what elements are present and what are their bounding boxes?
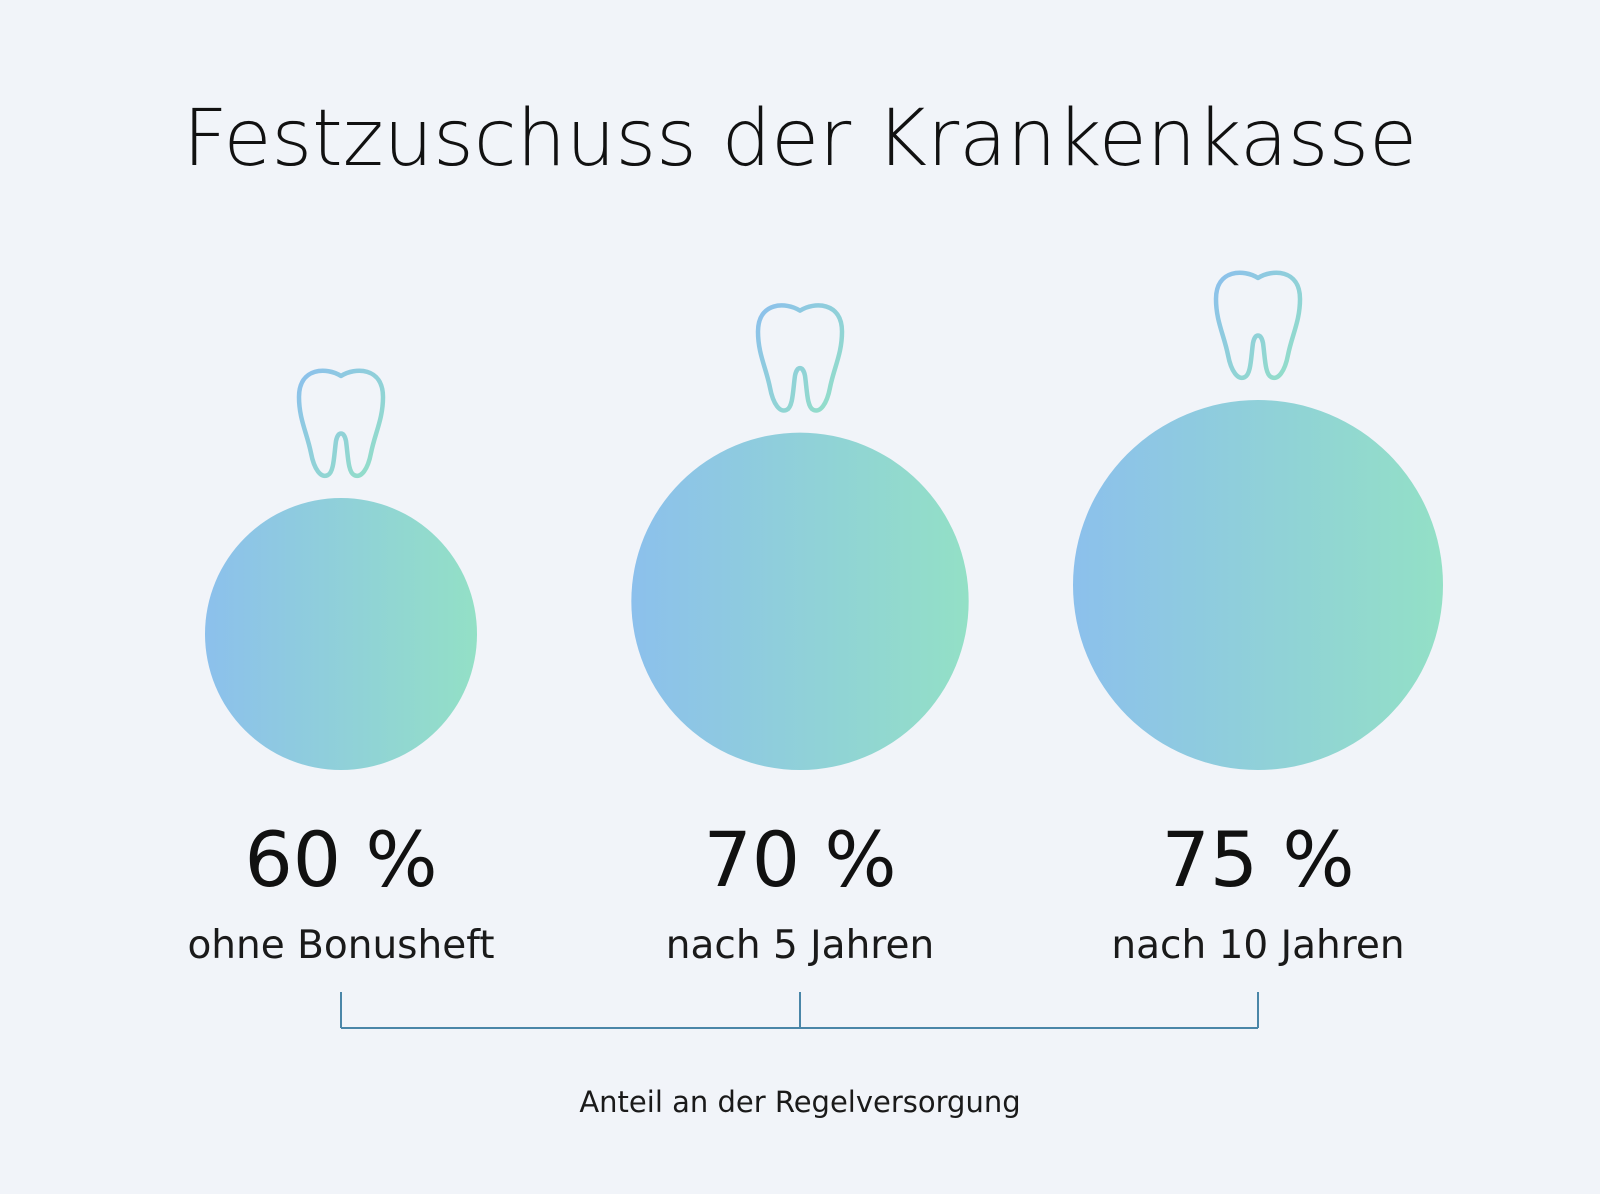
value-label-1: 60 %: [244, 815, 437, 904]
tooth-icon: [755, 303, 845, 413]
bubble-3: [1073, 400, 1443, 770]
category-label-2: nach 5 Jahren: [666, 923, 934, 968]
bubble-1: [205, 498, 477, 770]
category-label-3: nach 10 Jahren: [1111, 923, 1404, 968]
value-label-2: 70 %: [703, 815, 896, 904]
bubble-2: [631, 432, 969, 770]
bracket-label: Anteil an der Regelversorgung: [579, 1085, 1020, 1119]
tooth-icon: [296, 368, 386, 479]
chart-title: Festzuschuss der Krankenkasse: [183, 94, 1417, 184]
bracket: [340, 992, 1259, 1029]
tooth-icon: [1213, 270, 1303, 381]
chart-marks: 60 % ohne Bonusheft 70 % nach 5 Jahren 75 % n…: [187, 270, 1443, 968]
category-label-1: ohne Bonusheft: [187, 923, 494, 968]
value-label-3: 75 %: [1161, 815, 1354, 904]
